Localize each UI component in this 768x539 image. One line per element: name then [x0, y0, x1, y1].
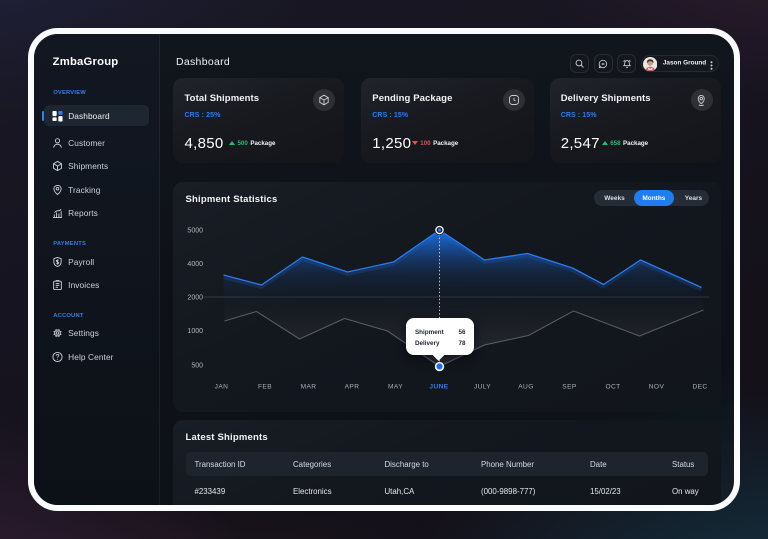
svg-text:500: 500	[192, 362, 204, 369]
svg-text:JUNE: JUNE	[430, 383, 449, 390]
svg-text:2000: 2000	[188, 294, 204, 301]
svg-text:OCT: OCT	[606, 383, 621, 390]
svg-text:DEC: DEC	[693, 383, 708, 390]
svg-text:4000: 4000	[188, 261, 204, 268]
svg-text:APR: APR	[345, 383, 360, 390]
svg-text:1000: 1000	[188, 328, 204, 335]
svg-text:FEB: FEB	[258, 383, 272, 390]
svg-text:MAR: MAR	[301, 383, 317, 390]
svg-text:SEP: SEP	[563, 383, 578, 390]
svg-text:5000: 5000	[188, 227, 204, 234]
svg-text:NOV: NOV	[649, 383, 665, 390]
svg-text:MAY: MAY	[388, 383, 403, 390]
svg-text:AUG: AUG	[519, 383, 535, 390]
svg-text:JAN: JAN	[215, 383, 229, 390]
svg-text:JULY: JULY	[474, 383, 491, 390]
